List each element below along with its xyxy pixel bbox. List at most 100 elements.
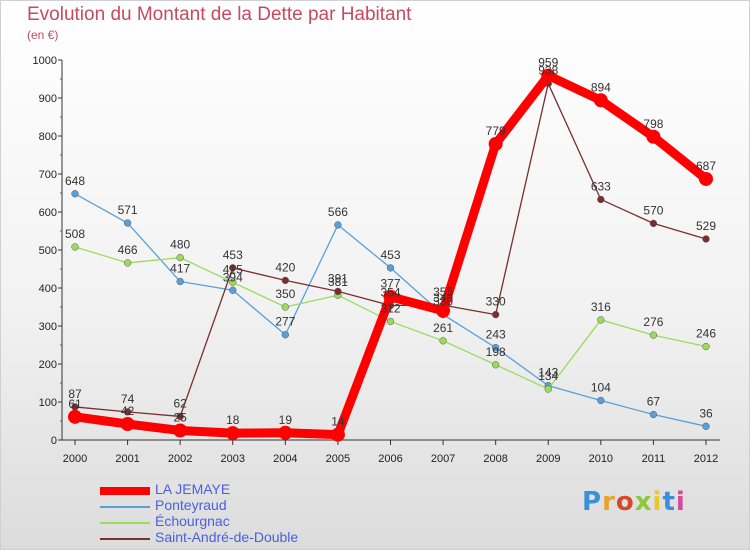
data-point-1 — [492, 344, 500, 352]
data-label-1: 417 — [170, 262, 190, 276]
data-label-2: 381 — [328, 275, 348, 289]
data-point-3 — [492, 310, 500, 319]
y-tick-label: 600 — [39, 207, 57, 219]
data-label-1: 36 — [699, 406, 713, 420]
data-label-3: 453 — [223, 248, 243, 262]
legend-label-echourgnac: Échourgnac — [155, 513, 230, 529]
data-label-2: 316 — [591, 300, 611, 314]
data-label-2: 350 — [275, 287, 295, 301]
data-label-3: 570 — [643, 203, 663, 217]
legend-swatch-la-jemaye — [100, 487, 150, 495]
data-label-2: 508 — [65, 227, 85, 241]
data-label-0: 19 — [279, 413, 293, 427]
data-point-3 — [123, 408, 132, 416]
data-label-0: 798 — [643, 117, 663, 131]
data-label-1: 566 — [328, 205, 348, 219]
data-label-3: 529 — [696, 219, 716, 233]
x-tick-label: 2001 — [115, 453, 139, 465]
logo-letter: t — [662, 487, 676, 517]
data-point-2 — [123, 259, 132, 267]
y-tick-label: 200 — [39, 359, 57, 371]
x-tick-label: 2005 — [326, 453, 350, 465]
data-point-0 — [330, 427, 345, 442]
data-point-3 — [702, 235, 710, 243]
data-point-0 — [541, 68, 556, 83]
data-label-2: 246 — [696, 327, 716, 341]
data-label-2: 198 — [486, 345, 506, 359]
data-point-2 — [597, 316, 605, 324]
legend-swatch-saint-andre-de-double — [100, 538, 150, 540]
data-label-0: 18 — [226, 413, 240, 427]
x-tick-label: 2004 — [273, 453, 297, 465]
data-point-0 — [436, 303, 451, 318]
data-point-2 — [544, 385, 552, 393]
data-label-0: 377 — [380, 277, 400, 291]
data-point-2 — [71, 243, 79, 251]
data-label-0: 779 — [486, 124, 506, 138]
proxiti-logo[interactable]: Proxiti — [582, 487, 686, 517]
y-tick-label: 900 — [39, 93, 57, 105]
data-label-3: 330 — [486, 295, 506, 309]
data-point-2 — [439, 337, 447, 345]
data-point-0 — [699, 171, 713, 186]
y-tick-label: 800 — [39, 131, 57, 143]
data-label-1: 243 — [486, 328, 506, 342]
y-tick-label: 300 — [39, 321, 57, 333]
data-label-1: 143 — [538, 366, 558, 380]
data-point-1 — [71, 190, 79, 198]
data-label-2: 312 — [380, 301, 400, 315]
data-point-2 — [649, 331, 658, 339]
data-point-0 — [120, 417, 135, 432]
data-label-2: 466 — [118, 243, 138, 257]
legend-label-saint-andre-de-double: Saint-André-de-Double — [155, 529, 299, 545]
data-label-0: 894 — [591, 80, 611, 94]
x-tick-label: 2008 — [483, 453, 507, 465]
data-label-0: 61 — [68, 397, 82, 411]
data-label-3: 355 — [433, 285, 453, 299]
data-point-3 — [229, 264, 237, 272]
data-point-3 — [176, 412, 184, 421]
y-tick-label: 1000 — [33, 55, 57, 67]
data-point-3 — [281, 276, 289, 285]
data-point-2 — [386, 317, 395, 326]
data-point-0 — [173, 423, 188, 438]
x-tick-label: 2003 — [221, 453, 245, 465]
data-label-3: 74 — [121, 392, 135, 406]
x-tick-label: 2010 — [589, 453, 613, 465]
data-point-1 — [281, 331, 289, 339]
data-label-3: 420 — [275, 260, 295, 274]
data-point-1 — [334, 221, 342, 229]
data-label-0: 959 — [538, 56, 558, 70]
data-point-3 — [597, 195, 605, 204]
logo-letter: r — [602, 487, 616, 517]
data-label-1: 104 — [591, 380, 611, 394]
data-label-1: 277 — [275, 315, 295, 329]
chart-subtitle: (en €) — [27, 28, 59, 42]
data-point-0 — [68, 409, 82, 424]
data-point-1 — [386, 264, 395, 272]
data-label-0: 14 — [331, 415, 345, 429]
data-point-1 — [123, 219, 132, 227]
y-tick-label: 0 — [51, 435, 57, 447]
data-label-3: 354 — [380, 285, 400, 299]
logo-letter: o — [615, 487, 635, 517]
data-label-3: 633 — [591, 179, 611, 193]
y-tick-label: 700 — [39, 169, 57, 181]
data-label-1: 394 — [223, 270, 243, 284]
data-point-0 — [225, 426, 240, 441]
data-point-3 — [334, 287, 342, 296]
data-label-3: 62 — [173, 396, 187, 410]
data-label-1: 453 — [380, 248, 400, 262]
data-label-2: 276 — [643, 315, 663, 329]
x-tick-label: 2009 — [536, 453, 560, 465]
data-point-1 — [597, 396, 605, 405]
data-label-0: 25 — [173, 411, 187, 425]
data-label-2: 261 — [433, 321, 453, 335]
data-point-1 — [229, 286, 237, 294]
data-label-3: 391 — [328, 271, 348, 285]
legend-swatch-echourgnac — [100, 522, 150, 524]
y-tick-label: 400 — [39, 283, 57, 295]
data-point-1 — [702, 422, 710, 430]
x-tick-label: 2011 — [642, 453, 666, 465]
